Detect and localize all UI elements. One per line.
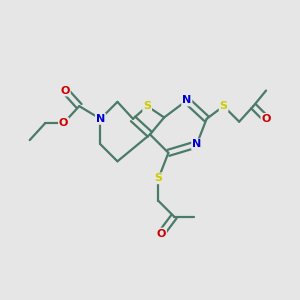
Text: O: O xyxy=(261,114,271,124)
Text: N: N xyxy=(182,95,191,106)
Text: S: S xyxy=(154,173,163,183)
Text: O: O xyxy=(59,118,68,128)
Text: N: N xyxy=(96,114,105,124)
Text: N: N xyxy=(192,139,201,149)
Text: O: O xyxy=(60,85,70,96)
Text: S: S xyxy=(220,101,228,111)
Text: S: S xyxy=(143,101,151,111)
Text: O: O xyxy=(157,229,166,238)
